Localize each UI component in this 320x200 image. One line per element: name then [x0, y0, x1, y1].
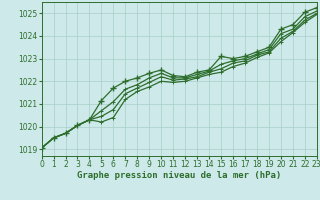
X-axis label: Graphe pression niveau de la mer (hPa): Graphe pression niveau de la mer (hPa): [77, 171, 281, 180]
